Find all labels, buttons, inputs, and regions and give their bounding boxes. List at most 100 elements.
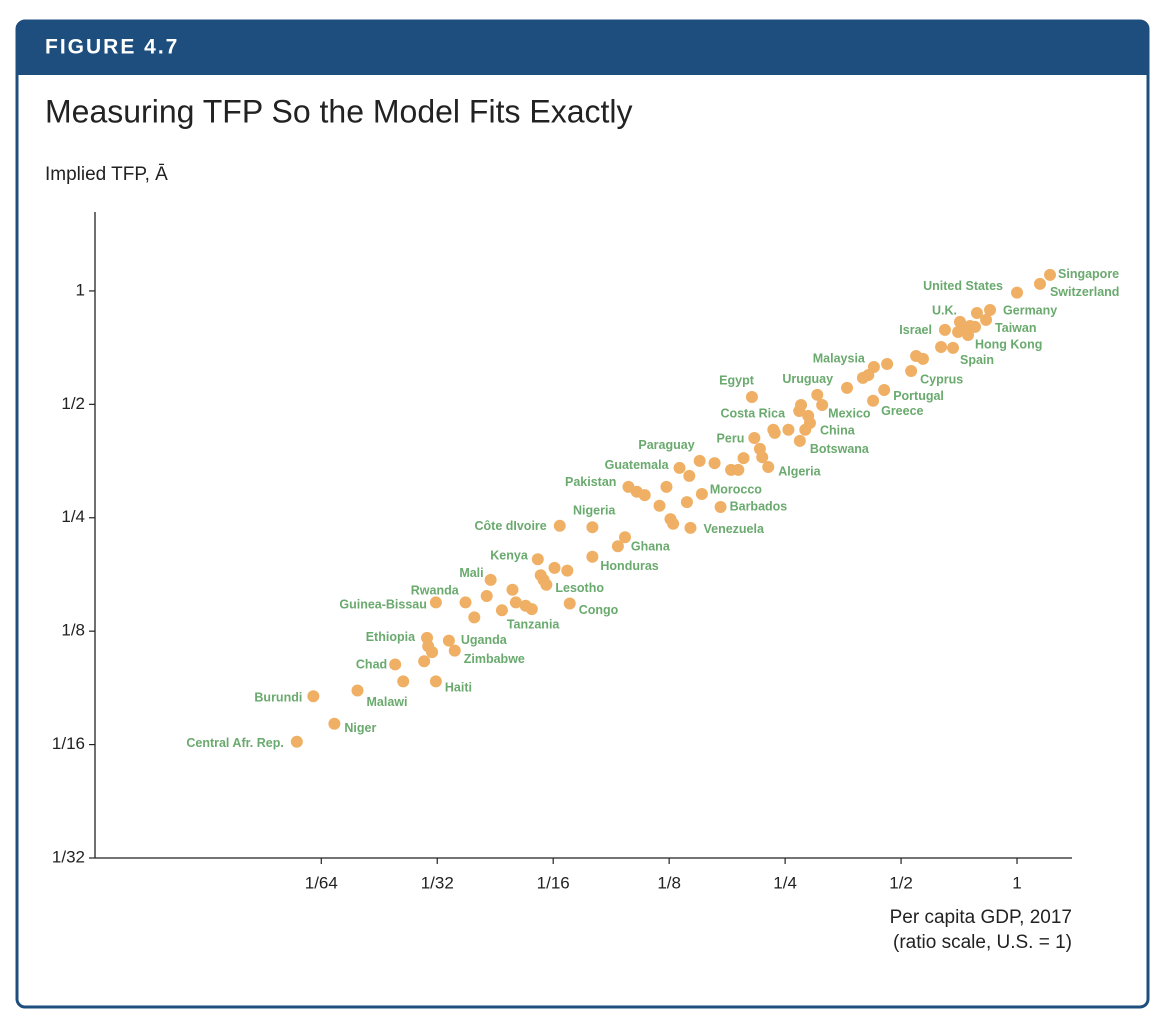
point-label: Venezuela [703, 522, 764, 536]
point-label: Taiwan [995, 321, 1036, 335]
point-label: Cyprus [920, 372, 963, 386]
data-point [290, 735, 303, 748]
data-point [793, 434, 806, 447]
data-point [563, 597, 576, 610]
data-point [531, 553, 544, 566]
x-axis-label: Per capita GDP, 2017 [890, 907, 1072, 928]
data-point [714, 500, 727, 513]
point-label: Uruguay [782, 372, 833, 386]
data-point [660, 480, 673, 493]
point-label: Central Afr. Rep. [186, 736, 283, 750]
data-point [683, 469, 696, 482]
data-point [799, 423, 812, 436]
data-point [816, 399, 829, 412]
data-point [980, 313, 993, 326]
point-label: Portugal [893, 389, 944, 403]
point-label: Hong Kong [975, 337, 1042, 351]
point-label: U.K. [932, 303, 957, 317]
y-tick-label: 1/8 [61, 621, 85, 640]
x-tick-label: 1/4 [773, 873, 797, 892]
data-point [881, 357, 894, 370]
data-point [878, 383, 891, 396]
data-point [947, 341, 960, 354]
data-point [537, 573, 550, 586]
data-point [397, 675, 410, 688]
figure-label: FIGURE 4.7 [45, 36, 179, 59]
point-label: Ethiopia [366, 630, 416, 644]
header-bar [17, 21, 1148, 75]
point-label: Algeria [778, 464, 821, 478]
data-point [418, 655, 431, 668]
data-point [748, 432, 761, 445]
point-label: Rwanda [411, 583, 460, 597]
data-point [484, 573, 497, 586]
point-label: Botswana [810, 442, 870, 456]
data-point [935, 340, 948, 353]
point-label: Lesotho [555, 581, 604, 595]
point-label: Guatemala [605, 458, 670, 472]
point-label: Guinea-Bissau [339, 598, 427, 612]
data-point [667, 517, 680, 530]
data-point [732, 463, 745, 476]
chart-title: Measuring TFP So the Model Fits Exactly [45, 93, 633, 129]
data-point [553, 519, 566, 532]
point-label: Malaysia [813, 351, 866, 365]
point-label: Israel [899, 323, 932, 337]
x-axis-label: (ratio scale, U.S. = 1) [893, 932, 1072, 953]
point-label: Malawi [366, 695, 407, 709]
data-point [793, 405, 806, 418]
data-point [762, 460, 775, 473]
data-point [548, 561, 561, 574]
point-label: Congo [579, 603, 619, 617]
data-point [856, 371, 869, 384]
data-point [328, 717, 341, 730]
x-tick-label: 1/2 [889, 873, 913, 892]
point-label: Côte dIvoire [475, 519, 547, 533]
data-point [938, 323, 951, 336]
data-point [802, 409, 815, 422]
point-label: Uganda [461, 633, 508, 647]
y-tick-label: 1/32 [52, 847, 85, 866]
point-label: Kenya [490, 549, 529, 563]
point-label: China [820, 423, 856, 437]
data-point [867, 394, 880, 407]
data-point [351, 684, 364, 697]
data-point [1044, 268, 1057, 281]
data-point [745, 390, 758, 403]
point-label: Zimbabwe [464, 652, 525, 666]
data-point [495, 604, 508, 617]
data-point [618, 531, 631, 544]
data-point [509, 596, 522, 609]
data-point [782, 423, 795, 436]
point-label: Haiti [445, 681, 472, 695]
y-tick-label: 1/4 [61, 507, 85, 526]
data-point [389, 658, 402, 671]
data-point [970, 306, 983, 319]
data-point [695, 488, 708, 501]
y-tick-label: 1 [76, 280, 85, 299]
point-label: Paraguay [638, 438, 694, 452]
data-point [1011, 286, 1024, 299]
point-label: Tanzania [507, 617, 561, 631]
data-point [693, 454, 706, 467]
data-point [737, 452, 750, 465]
point-label: Mali [459, 566, 483, 580]
data-point [969, 320, 982, 333]
x-tick-label: 1/32 [421, 873, 454, 892]
y-tick-label: 1/16 [52, 734, 85, 753]
point-label: Niger [344, 721, 376, 735]
data-point [429, 596, 442, 609]
y-axis-label: Implied TFP, Ā [45, 164, 168, 185]
point-label: Chad [356, 658, 387, 672]
data-point [811, 388, 824, 401]
point-label: Mexico [828, 406, 871, 420]
data-point [984, 304, 997, 317]
x-tick-label: 1 [1012, 873, 1021, 892]
data-point [448, 644, 461, 657]
x-tick-label: 1/64 [305, 873, 338, 892]
data-point [561, 564, 574, 577]
point-label: Switzerland [1050, 285, 1119, 299]
data-point [916, 352, 929, 365]
data-point [480, 589, 493, 602]
